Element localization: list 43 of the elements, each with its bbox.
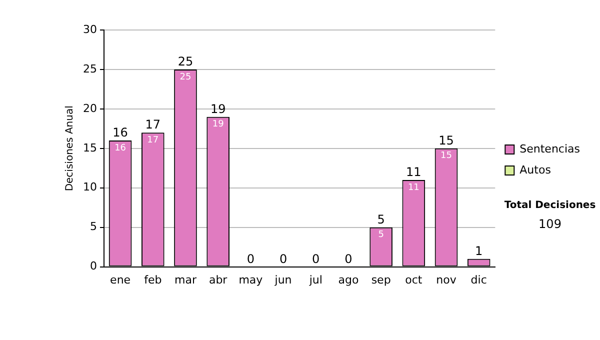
- total-label: 5: [377, 212, 385, 226]
- data-label: 19: [212, 120, 224, 130]
- data-label: 16: [114, 143, 126, 154]
- text: Total Decisiones: [503, 200, 597, 211]
- y-tick-label: 5: [90, 220, 97, 234]
- data-label: 15: [440, 151, 452, 162]
- data-label: 17: [147, 135, 159, 146]
- total-label: 0: [279, 252, 288, 266]
- y-tick-label: 30: [82, 22, 97, 36]
- total-label: 0: [246, 252, 254, 266]
- x-tick-label: oct: [405, 273, 423, 286]
- x-tick-label: ago: [338, 273, 359, 286]
- data-label: 11: [408, 182, 420, 193]
- total-label: 0: [312, 252, 320, 266]
- x-tick-label: nov: [436, 273, 457, 286]
- data-label: 5: [378, 230, 384, 240]
- y-tick-label: 10: [82, 180, 97, 194]
- y-tick-label: 15: [82, 141, 97, 154]
- x-tick-label: feb: [144, 273, 162, 286]
- total-label: 17: [145, 118, 161, 132]
- total-label: 16: [112, 126, 128, 140]
- x-tick-label: jul: [308, 273, 322, 286]
- x-tick-label: mar: [174, 273, 197, 286]
- x-tick-label: dic: [470, 273, 487, 286]
- y-tick-label: 0: [90, 260, 97, 273]
- x-tick-label: sep: [371, 273, 391, 286]
- legend-label: Autos: [520, 163, 552, 176]
- total-label: 19: [210, 102, 226, 116]
- total-label: 0: [344, 252, 352, 266]
- total-label: 25: [178, 54, 194, 69]
- y-tick-label: 25: [82, 62, 97, 76]
- x-tick-label: may: [238, 273, 264, 286]
- text: 109: [538, 217, 562, 231]
- y-axis-title: Decisiones Anual: [64, 106, 76, 192]
- legend-label: Sentencias: [520, 142, 580, 156]
- x-tick-label: ene: [110, 273, 131, 286]
- x-tick-label: jun: [274, 273, 292, 286]
- total-label: 15: [438, 134, 454, 148]
- total-label: 1: [475, 244, 483, 258]
- x-tick-label: abr: [208, 273, 228, 286]
- y-tick-label: 20: [82, 102, 97, 115]
- total-label: 11: [406, 165, 422, 180]
- data-label: 25: [180, 72, 192, 82]
